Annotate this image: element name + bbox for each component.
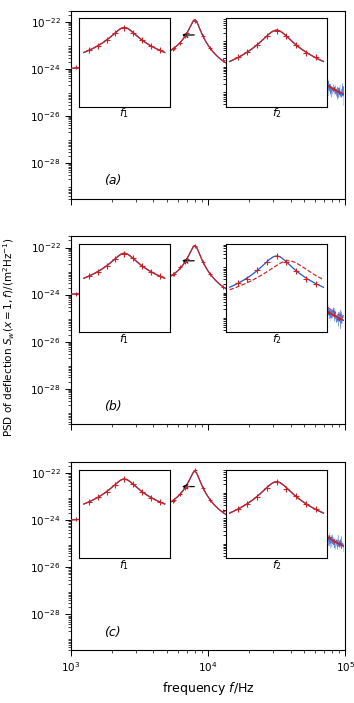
X-axis label: frequency $f$/Hz: frequency $f$/Hz xyxy=(162,680,254,697)
Text: (b): (b) xyxy=(104,400,121,413)
Text: PSD of deflection $S_w(x=1, f)$/(m$^2$Hz$^{-1}$): PSD of deflection $S_w(x=1, f)$/(m$^2$Hz… xyxy=(2,238,17,437)
Text: (c): (c) xyxy=(104,626,120,639)
Text: (a): (a) xyxy=(104,174,121,188)
